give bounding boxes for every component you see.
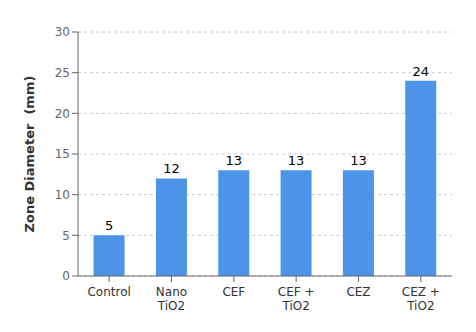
svg-text:Zone Diameter (mm): Zone Diameter (mm) (22, 76, 37, 233)
svg-text:12: 12 (163, 161, 180, 176)
svg-text:CEF +TiO2: CEF +TiO2 (278, 285, 315, 313)
svg-text:CEF: CEF (222, 285, 245, 299)
svg-text:15: 15 (55, 147, 70, 161)
svg-text:20: 20 (55, 107, 70, 121)
svg-text:13: 13 (350, 153, 367, 168)
svg-text:Control: Control (87, 285, 130, 299)
svg-text:13: 13 (288, 153, 305, 168)
svg-text:NanoTiO2: NanoTiO2 (156, 285, 187, 313)
svg-text:10: 10 (55, 188, 70, 202)
svg-text:CEZ: CEZ (346, 285, 370, 299)
svg-text:CEZ +TiO2: CEZ +TiO2 (402, 285, 440, 313)
svg-text:13: 13 (225, 153, 242, 168)
svg-text:30: 30 (55, 25, 70, 39)
svg-text:25: 25 (55, 66, 70, 80)
svg-text:0: 0 (62, 269, 70, 283)
svg-text:5: 5 (105, 218, 113, 233)
svg-text:24: 24 (412, 64, 429, 79)
svg-text:5: 5 (62, 229, 70, 243)
